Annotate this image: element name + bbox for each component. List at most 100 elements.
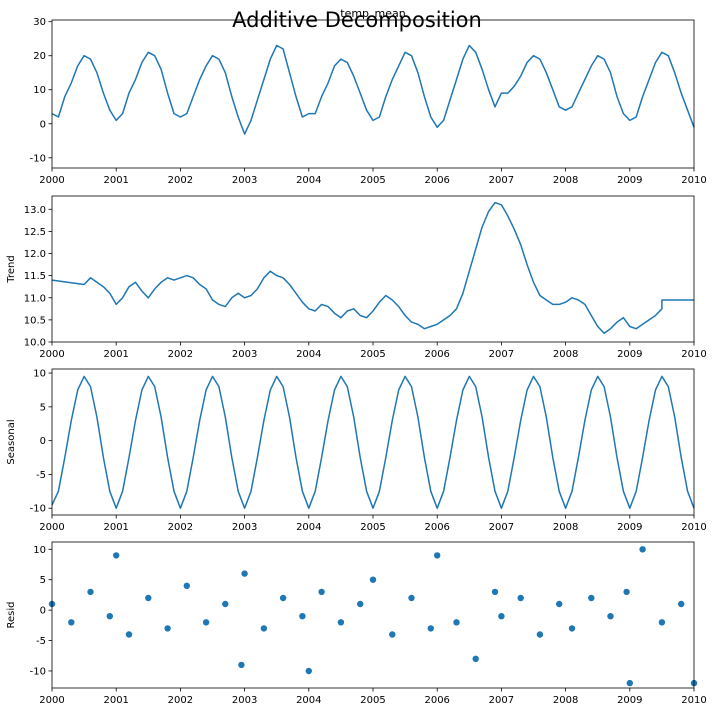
x-tick-label: 2009 (617, 695, 642, 706)
resid-point (260, 625, 268, 632)
resid-point (369, 576, 377, 583)
x-tick-label: 2003 (232, 349, 257, 360)
panel-0: 2000 2001 2002 2003 2004 2005 2006 2007 2008 2009… (30, 17, 707, 186)
series-line-0 (51, 44, 695, 135)
x-tick-label: 2005 (360, 522, 385, 533)
resid-point (113, 552, 120, 559)
resid-point (556, 600, 563, 608)
resid-point (164, 625, 171, 632)
resid-point (279, 594, 287, 602)
y-tick-label: 0 (40, 436, 46, 447)
figure-suptitle: Additive Decomposition (232, 8, 482, 32)
y-axis-label: Trend (6, 255, 17, 283)
y-tick-label: 10.0 (24, 338, 46, 349)
resid-point (357, 600, 364, 608)
resid-point (498, 613, 505, 620)
x-tick-label: 2000 (39, 522, 64, 533)
x-tick-label: 2008 (553, 695, 578, 706)
x-tick-label: 2005 (360, 349, 385, 360)
x-tick-label: 2010 (681, 175, 706, 186)
y-tick-label: -5 (36, 470, 46, 481)
resid-point (389, 631, 396, 638)
axes-frame-3 (51, 541, 695, 689)
x-tick-label: 2008 (553, 175, 578, 186)
resid-point (299, 613, 306, 620)
y-tick-label: -10 (30, 666, 46, 677)
x-tick-label: 2010 (681, 695, 706, 706)
y-tick-label: 30 (33, 17, 46, 28)
resid-point (106, 613, 114, 620)
x-tick-label: 2009 (617, 522, 642, 533)
y-axis-label: Resid (6, 602, 17, 629)
resid-point (183, 582, 190, 589)
y-tick-label: 11.0 (24, 293, 46, 304)
resid-point (568, 625, 576, 632)
x-tick-label: 2004 (296, 175, 321, 186)
x-tick-label: 2008 (553, 349, 578, 360)
resid-point (87, 588, 94, 596)
y-tick-label: 10 (33, 545, 46, 556)
series-line-2 (51, 375, 695, 509)
x-tick-label: 2001 (103, 349, 128, 360)
y-tick-label: 20 (33, 51, 46, 62)
x-tick-label: 2004 (296, 695, 321, 706)
resid-point (241, 570, 248, 577)
x-tick-label: 2008 (553, 522, 578, 533)
resid-point (305, 667, 312, 675)
y-tick-label: 13.0 (24, 205, 46, 216)
resid-point (202, 619, 210, 626)
x-tick-label: 2001 (103, 175, 128, 186)
x-tick-label: 2006 (424, 695, 449, 706)
axes-frame-0 (51, 19, 695, 169)
x-tick-label: 2010 (681, 349, 706, 360)
resid-point (658, 619, 666, 626)
y-axis-label: Seasonal (6, 419, 17, 464)
x-tick-label: 2001 (103, 695, 128, 706)
panel-3: 2000 2001 2002 2003 2004 2005 2006 2007 2008 2009… (6, 541, 707, 706)
x-tick-label: 2003 (232, 695, 257, 706)
x-tick-label: 2007 (489, 349, 514, 360)
x-tick-label: 2002 (168, 522, 193, 533)
x-tick-label: 2006 (424, 522, 449, 533)
y-tick-label: -10 (30, 153, 46, 164)
resid-point (125, 631, 133, 638)
y-tick-label: 10.5 (24, 315, 46, 326)
y-tick-label: 0 (40, 119, 46, 130)
x-tick-label: 2002 (168, 695, 193, 706)
x-tick-label: 2002 (168, 349, 193, 360)
x-tick-label: 2004 (296, 522, 321, 533)
panel-title-temp-mean: temp_mean (340, 7, 406, 20)
x-tick-label: 2006 (424, 175, 449, 186)
x-tick-label: 2006 (424, 349, 449, 360)
resid-point (639, 546, 646, 553)
resid-point (517, 594, 524, 602)
x-tick-label: 2000 (39, 695, 64, 706)
y-tick-label: 0 (40, 606, 46, 617)
y-tick-label: 5 (40, 575, 46, 586)
x-tick-label: 2005 (360, 695, 385, 706)
x-tick-label: 2000 (39, 349, 64, 360)
x-tick-label: 2007 (489, 175, 514, 186)
resid-point (491, 588, 499, 596)
x-tick-label: 2004 (296, 349, 321, 360)
y-tick-label: 11.5 (24, 271, 46, 282)
y-tick-label: -10 (30, 504, 46, 515)
resid-point (408, 594, 415, 602)
resid-point (238, 661, 245, 669)
x-tick-label: 2009 (617, 175, 642, 186)
resid-point (337, 619, 345, 626)
panels: 2000 2001 2002 2003 2004 2005 2006 2007 2008 2009… (6, 17, 707, 706)
x-tick-label: 2003 (232, 175, 257, 186)
resid-point (145, 594, 152, 602)
resid-point (453, 619, 460, 626)
panel-2: 2000 2001 2002 2003 2004 2005 2006 2007 2008 2009… (6, 369, 707, 533)
x-tick-label: 2005 (360, 175, 385, 186)
x-tick-label: 2002 (168, 175, 193, 186)
axes-frame-1 (51, 195, 695, 343)
resid-point (623, 588, 630, 596)
axes-frame-2 (51, 368, 695, 516)
x-tick-label: 2007 (489, 522, 514, 533)
resid-point (536, 631, 544, 638)
resid-point (678, 600, 685, 608)
